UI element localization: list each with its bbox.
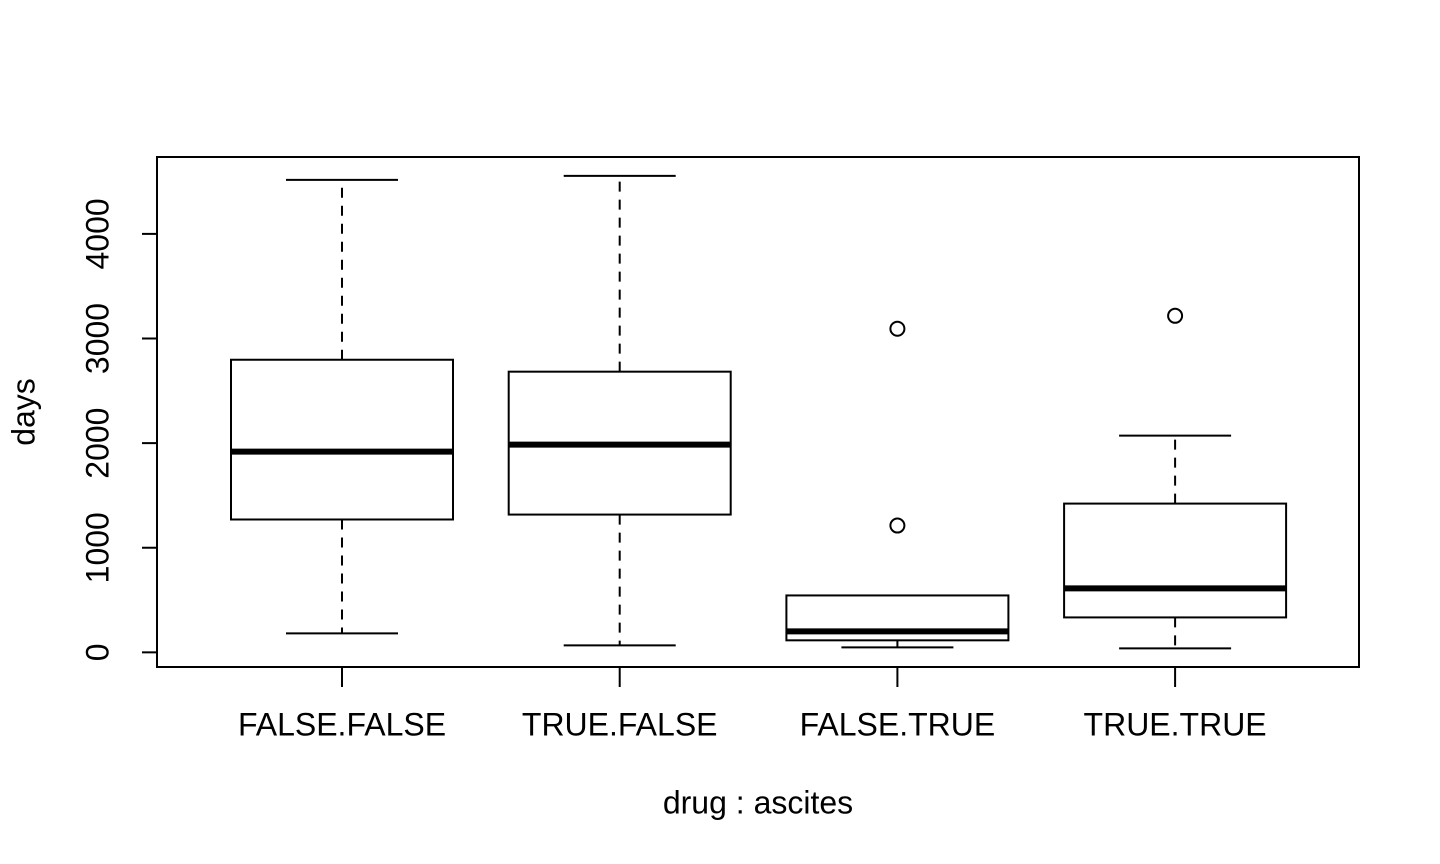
x-axis-label: drug : ascites — [663, 784, 853, 820]
box — [230, 358, 454, 521]
outlier — [889, 517, 906, 534]
x-tick-label: FALSE.TRUE — [800, 706, 996, 742]
y-tick-label: 0 — [79, 643, 115, 661]
x-tick-label: TRUE.FALSE — [522, 706, 718, 742]
y-tick-label: 3000 — [79, 303, 115, 374]
y-tick-label: 4000 — [79, 198, 115, 269]
x-tick-label: TRUE.TRUE — [1084, 706, 1267, 742]
plot-frame — [156, 156, 1360, 668]
y-tick-label: 2000 — [79, 408, 115, 479]
outlier — [889, 320, 906, 337]
box — [1063, 502, 1288, 619]
y-tick-label: 1000 — [79, 512, 115, 583]
y-axis-label: days — [5, 378, 41, 446]
outlier — [1167, 307, 1184, 324]
x-tick-label: FALSE.FALSE — [238, 706, 446, 742]
